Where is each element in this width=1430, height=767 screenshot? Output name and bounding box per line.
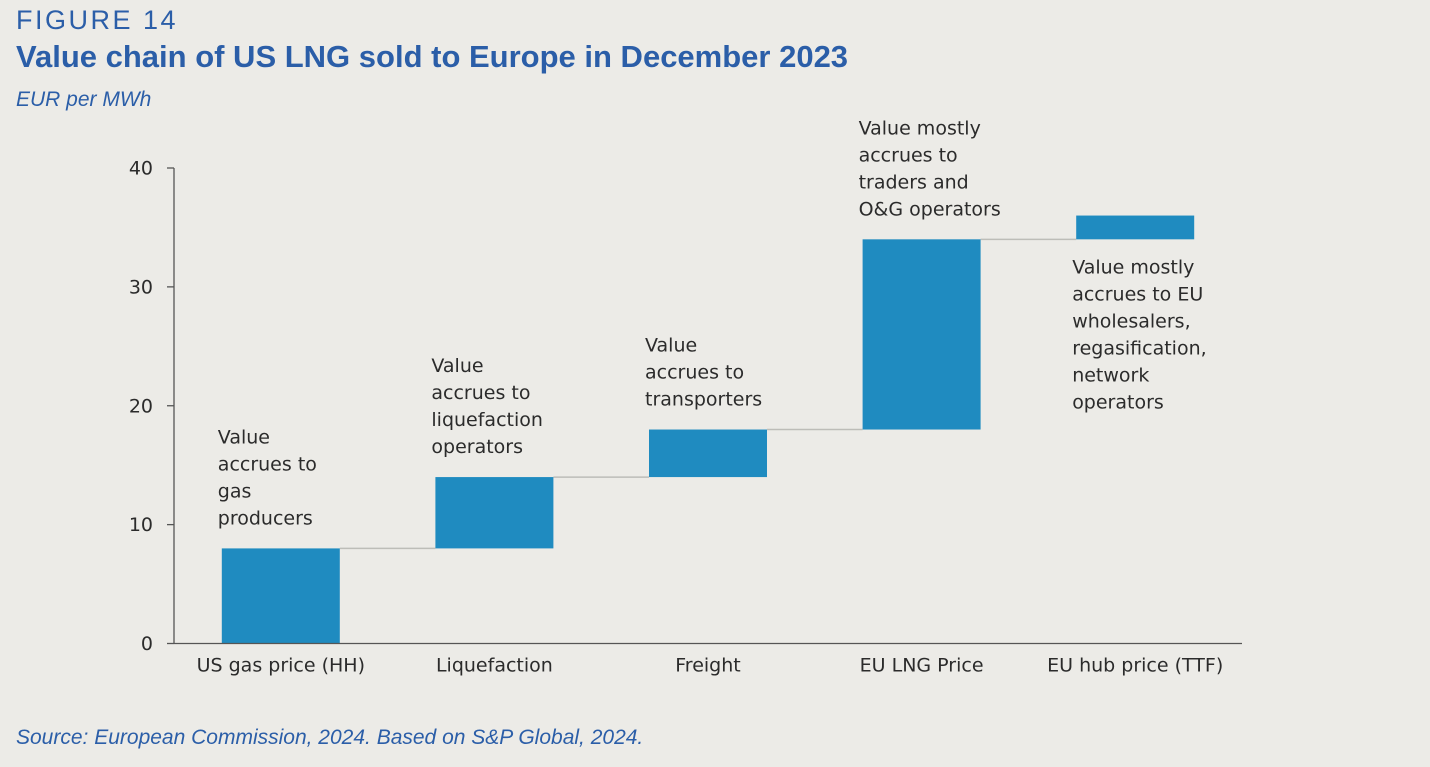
unit-label: EUR per MWh [16, 88, 152, 111]
y-tick-label: 30 [129, 276, 153, 298]
annotation-line: Value mostly [859, 117, 981, 139]
annotation-0: Value accrues to gas producers [218, 426, 317, 529]
annotation-line: gas [218, 480, 252, 502]
annotation-line: O&G operators [859, 198, 1001, 220]
annotation-line: operators [1072, 391, 1164, 413]
bar-3 [862, 239, 981, 430]
x-tick-label: US gas price (HH) [197, 655, 365, 677]
annotation-line: liquefaction [431, 409, 543, 431]
x-labels: US gas price (HH) Liquefaction Freight EU L… [197, 655, 1224, 677]
y-tick-label: 0 [141, 633, 153, 655]
annotation-line: accrues to [431, 382, 530, 404]
annotation-3: Value mostly accrues to traders and O&G ope… [859, 117, 1001, 220]
annotation-line: Value mostly [1072, 256, 1194, 278]
bar-1 [435, 477, 554, 549]
y-ticks: 0 10 20 30 40 [129, 158, 174, 655]
x-tick-label: Liquefaction [436, 655, 553, 677]
annotation-2: Value accrues to transporters [645, 335, 762, 411]
annotation-line: Value [431, 355, 483, 377]
annotation-line: accrues to EU [1072, 283, 1203, 305]
figure-label: FIGURE 14 [16, 5, 179, 35]
bars [221, 215, 1195, 644]
y-tick-label: 40 [129, 158, 153, 180]
annotation-1: Value accrues to liquefaction operators [431, 355, 543, 458]
x-tick-label: EU hub price (TTF) [1047, 655, 1223, 677]
annotation-4: Value mostly accrues to EU wholesalers, reg… [1072, 256, 1206, 413]
chart-title: Value chain of US LNG sold to Europe in … [16, 39, 849, 74]
annotation-line: accrues to [859, 144, 958, 166]
annotation-line: Value [218, 426, 270, 448]
source-note: Source: European Commission, 2024. Based… [16, 726, 644, 749]
annotation-line: traders and [859, 171, 969, 193]
x-tick-label: Freight [675, 655, 740, 677]
annotation-line: producers [218, 507, 313, 529]
annotation-line: accrues to [645, 362, 744, 384]
annotation-line: wholesalers, [1072, 310, 1190, 332]
annotations: Value accrues to gas producers Value accrues … [218, 117, 1207, 529]
y-tick-label: 20 [129, 395, 153, 417]
bar-4 [1076, 215, 1195, 240]
connector-lines [339, 238, 1077, 550]
annotation-line: operators [431, 436, 523, 458]
annotation-line: network [1072, 364, 1149, 386]
x-tick-label: EU LNG Price [860, 655, 984, 677]
annotation-line: accrues to [218, 453, 317, 475]
annotation-line: transporters [645, 389, 762, 411]
bar-2 [649, 429, 767, 478]
annotation-line: Value [645, 335, 697, 357]
bar-0 [221, 548, 340, 644]
y-tick-label: 10 [129, 514, 153, 536]
annotation-line: regasification, [1072, 337, 1206, 359]
